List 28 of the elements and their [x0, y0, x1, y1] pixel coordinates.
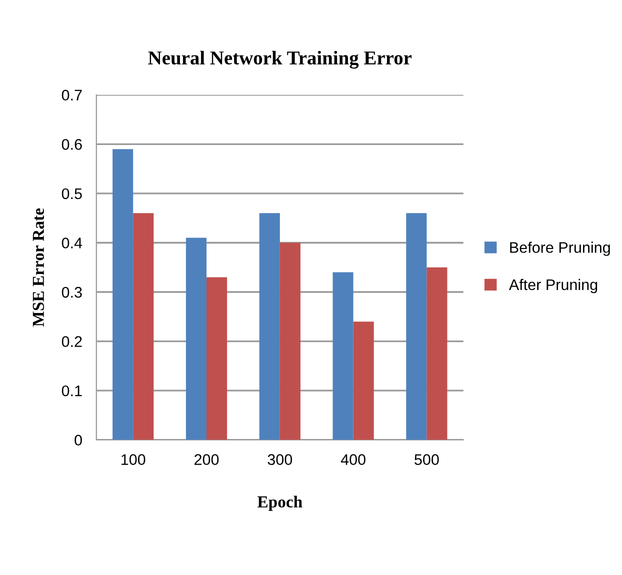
y-tick-label: 0.4	[62, 238, 82, 248]
y-tick-label: 0.3	[62, 286, 82, 298]
bar	[133, 213, 154, 440]
x-tick-label: 500	[414, 454, 439, 465]
y-tick-label: 0.7	[62, 90, 82, 101]
chart-title: Neural Network Training Error	[148, 50, 412, 69]
y-tick-label: 0.1	[62, 385, 82, 396]
y-tick-label: 0.2	[62, 336, 82, 347]
x-tick-label: 200	[194, 454, 219, 465]
x-tick-label: 400	[340, 454, 366, 465]
bar	[280, 242, 300, 440]
bar	[426, 267, 448, 440]
bar	[206, 277, 228, 440]
bar	[112, 149, 134, 440]
x-tick-label: 300	[268, 454, 292, 465]
bar	[186, 238, 207, 440]
bar	[259, 213, 280, 440]
y-tick-label: 0.6	[62, 139, 82, 150]
legend-label: Before Pruning	[510, 242, 610, 256]
y-tick-label: 0	[74, 434, 82, 446]
bar	[332, 272, 354, 440]
legend-label: After Pruning	[508, 278, 598, 294]
bar	[353, 322, 374, 440]
y-tick-label: 0.5	[62, 188, 82, 200]
x-axis-title: Epoch	[257, 496, 302, 511]
x-tick-label: 100	[122, 454, 146, 465]
y-axis-title: MSE Error Rate	[32, 208, 44, 327]
bar	[406, 213, 427, 440]
